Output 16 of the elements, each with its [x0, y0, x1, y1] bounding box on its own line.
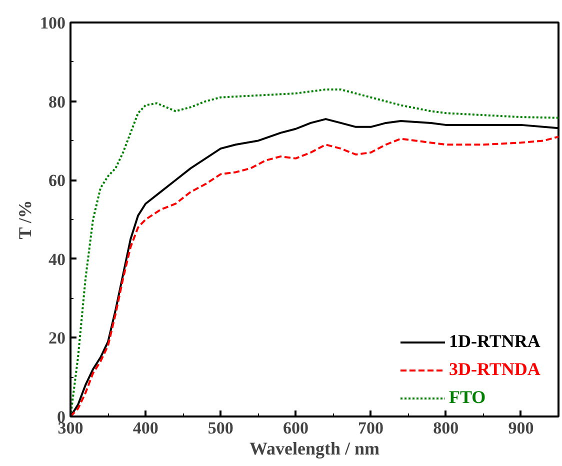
y-tick-label: 80	[48, 92, 66, 112]
y-tick-label: 20	[48, 328, 66, 348]
x-axis-title: Wavelength / nm	[249, 438, 380, 458]
legend-label: 1D-RTNRA	[449, 331, 540, 352]
legend-label: FTO	[449, 387, 486, 408]
x-tick-label: 400	[132, 418, 158, 438]
y-tick-label: 60	[48, 171, 66, 190]
x-tick-label: 800	[433, 418, 459, 438]
x-tick-label: 500	[208, 418, 234, 438]
x-tick-label: 700	[358, 418, 384, 438]
x-tick-label: 900	[508, 418, 534, 438]
y-axis-title: T /%	[15, 200, 35, 240]
y-tick-label: 40	[48, 250, 66, 269]
x-tick-label: 600	[282, 418, 308, 438]
y-tick-label: 100	[40, 14, 66, 32]
legend-label: 3D-RTNDA	[449, 359, 540, 380]
